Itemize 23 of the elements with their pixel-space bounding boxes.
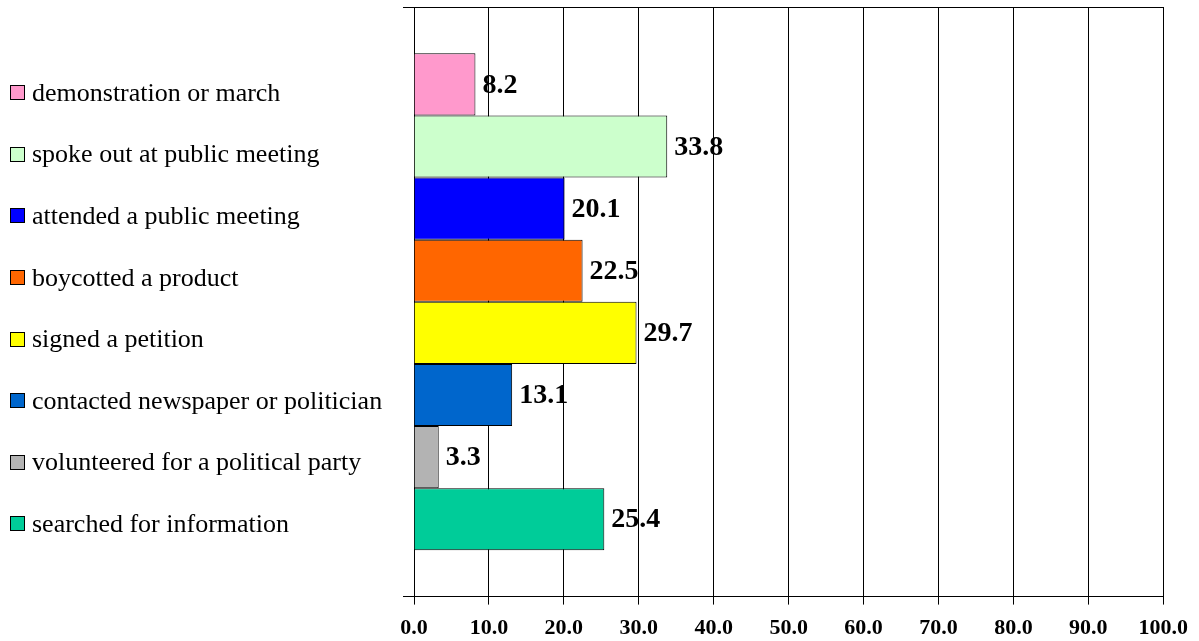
legend-label: searched for information bbox=[32, 508, 290, 539]
x-tick-label: 100.0 bbox=[1138, 614, 1188, 640]
x-tick-label: 70.0 bbox=[919, 614, 958, 640]
legend-label: signed a petition bbox=[32, 324, 204, 355]
legend-label: spoke out at public meeting bbox=[32, 139, 320, 170]
x-tick-label: 60.0 bbox=[844, 614, 883, 640]
data-label: 20.1 bbox=[571, 191, 621, 223]
x-tick-label: 50.0 bbox=[769, 614, 808, 640]
x-tick-label: 0.0 bbox=[400, 614, 428, 640]
x-tick-label: 90.0 bbox=[1069, 614, 1108, 640]
legend-label: contacted newspaper or politician bbox=[32, 385, 383, 416]
data-label: 29.7 bbox=[643, 316, 693, 348]
x-tick-label: 20.0 bbox=[544, 614, 584, 640]
x-tick-label: 40.0 bbox=[694, 614, 733, 640]
x-tick-label: 30.0 bbox=[619, 614, 659, 640]
x-tick-label: 80.0 bbox=[994, 614, 1033, 640]
data-label: 22.5 bbox=[589, 253, 639, 285]
legend-label: boycotted a product bbox=[32, 262, 239, 293]
legend-label: demonstration or march bbox=[32, 77, 281, 108]
x-tick-label: 10.0 bbox=[469, 614, 509, 640]
legend-label: volunteered for a political party bbox=[32, 447, 362, 478]
data-label: 3.3 bbox=[445, 440, 481, 472]
legend-label: attended a public meeting bbox=[32, 200, 300, 231]
